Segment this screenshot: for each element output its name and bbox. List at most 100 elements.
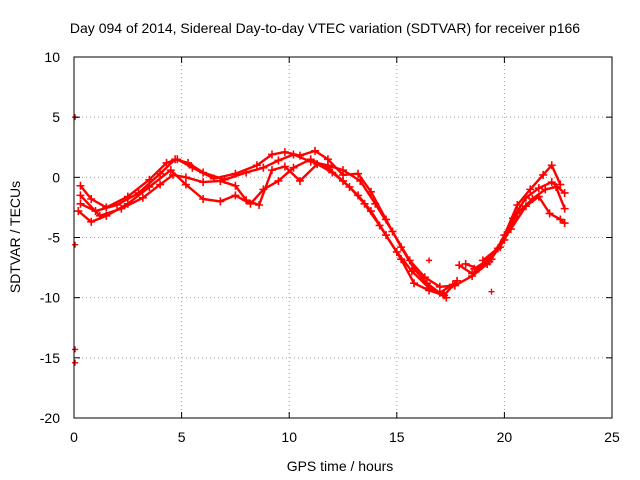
grid-layer (74, 57, 612, 418)
data-point (242, 168, 251, 177)
data-point (493, 244, 502, 253)
data-point (485, 257, 494, 266)
data-point (506, 225, 515, 234)
data-point (289, 163, 298, 172)
series-track-2 (79, 153, 489, 288)
data-point (280, 162, 289, 171)
data-point (556, 215, 565, 224)
data-point (216, 176, 225, 185)
y-axis-label: SDTVAR / TECUs (7, 181, 23, 293)
data-point (539, 170, 548, 179)
series-layer (74, 146, 569, 302)
y-tick-label: -15 (40, 350, 60, 366)
x-tick-label: 25 (604, 429, 620, 445)
data-point (216, 197, 225, 206)
data-point (252, 161, 261, 170)
data-point (556, 180, 565, 189)
data-point (547, 178, 556, 187)
data-point (547, 161, 556, 170)
data-point (87, 217, 96, 226)
data-point (274, 156, 283, 165)
data-point (117, 204, 126, 213)
x-tick-labels: 0 5 10 15 20 25 (70, 429, 620, 445)
data-point (425, 284, 434, 293)
data-point (306, 155, 315, 164)
data-point (242, 196, 251, 205)
data-point (468, 269, 477, 278)
data-point (231, 191, 240, 200)
data-point (521, 193, 530, 202)
data-point (407, 267, 416, 276)
x-tick-label: 5 (178, 429, 186, 445)
data-point (392, 247, 401, 256)
data-point (534, 192, 543, 201)
data-point (199, 178, 208, 187)
data-point (461, 259, 470, 268)
data-point (311, 146, 320, 155)
series-track-4 (79, 162, 448, 299)
data-point (560, 204, 569, 213)
data-point (231, 181, 240, 190)
data-point (339, 166, 347, 175)
isolated-point (488, 288, 495, 295)
series-track-8 (481, 195, 566, 262)
data-point (388, 227, 397, 236)
data-point (259, 163, 268, 172)
x-tick-label: 20 (497, 429, 513, 445)
x-tick-label: 10 (281, 429, 297, 445)
data-point (181, 180, 190, 189)
x-axis-label: GPS time / hours (287, 458, 394, 474)
data-point (181, 173, 190, 182)
y-tick-label: 0 (52, 169, 60, 185)
data-point (95, 211, 104, 220)
data-point (274, 176, 283, 185)
data-point (560, 219, 569, 228)
data-point (168, 170, 177, 179)
data-point (280, 148, 289, 157)
data-point (295, 176, 304, 185)
y-tick-label: 10 (44, 49, 60, 65)
data-point (560, 188, 569, 197)
data-point (453, 276, 462, 285)
data-point (360, 199, 369, 208)
data-point (267, 150, 276, 159)
y-tick-label: 5 (52, 109, 60, 125)
data-point (162, 158, 171, 167)
data-point (76, 191, 85, 200)
isolated-point (72, 241, 79, 248)
ticks-layer (73, 56, 613, 419)
y-tick-label: -10 (40, 290, 60, 306)
data-point (313, 160, 322, 169)
data-point (545, 209, 554, 218)
data-point (74, 207, 83, 216)
data-point (534, 184, 543, 193)
series-track-7 (458, 185, 566, 275)
data-point (138, 193, 147, 202)
isolated-point (426, 257, 433, 264)
data-point (156, 180, 165, 189)
data-point (328, 168, 337, 177)
x-tick-label: 15 (389, 429, 405, 445)
data-point (455, 261, 464, 270)
y-tick-label: -5 (48, 230, 61, 246)
data-point (356, 176, 365, 185)
data-point (76, 199, 85, 208)
data-point (420, 273, 429, 282)
data-point (526, 185, 535, 194)
y-tick-labels: -20 -15 -10 -5 0 5 10 (40, 49, 60, 426)
data-point (345, 182, 354, 191)
data-point (435, 282, 444, 291)
data-point (371, 199, 380, 208)
data-point (184, 158, 193, 167)
isolated-point (72, 346, 79, 353)
data-point (76, 181, 85, 190)
data-point (145, 182, 154, 191)
chart-title: Day 094 of 2014, Sidereal Day-to-day VTE… (70, 20, 580, 36)
data-point (113, 201, 122, 210)
data-point (478, 256, 487, 265)
data-point (442, 293, 451, 302)
data-point (171, 155, 180, 164)
data-point (87, 194, 96, 203)
data-point (552, 182, 561, 191)
